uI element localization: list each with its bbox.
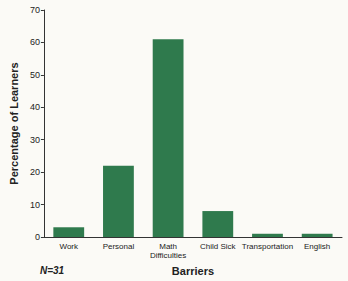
svg-text:Personal: Personal: [103, 242, 135, 251]
svg-text:20: 20: [30, 167, 40, 177]
svg-text:English: English: [304, 242, 330, 251]
svg-text:N=31: N=31: [40, 265, 65, 276]
svg-text:50: 50: [30, 70, 40, 80]
svg-text:Difficulties: Difficulties: [150, 251, 186, 260]
svg-text:40: 40: [30, 102, 40, 112]
svg-text:Child Sick: Child Sick: [200, 242, 237, 251]
svg-text:Percentage of Learners: Percentage of Learners: [8, 62, 20, 184]
svg-text:30: 30: [30, 135, 40, 145]
svg-text:0: 0: [35, 232, 40, 242]
svg-text:Transportation: Transportation: [242, 242, 293, 251]
svg-text:Math: Math: [159, 242, 177, 251]
svg-text:10: 10: [30, 200, 40, 210]
svg-text:Work: Work: [59, 242, 79, 251]
svg-text:70: 70: [30, 5, 40, 15]
svg-text:60: 60: [30, 37, 40, 47]
svg-text:Barriers: Barriers: [172, 265, 214, 277]
